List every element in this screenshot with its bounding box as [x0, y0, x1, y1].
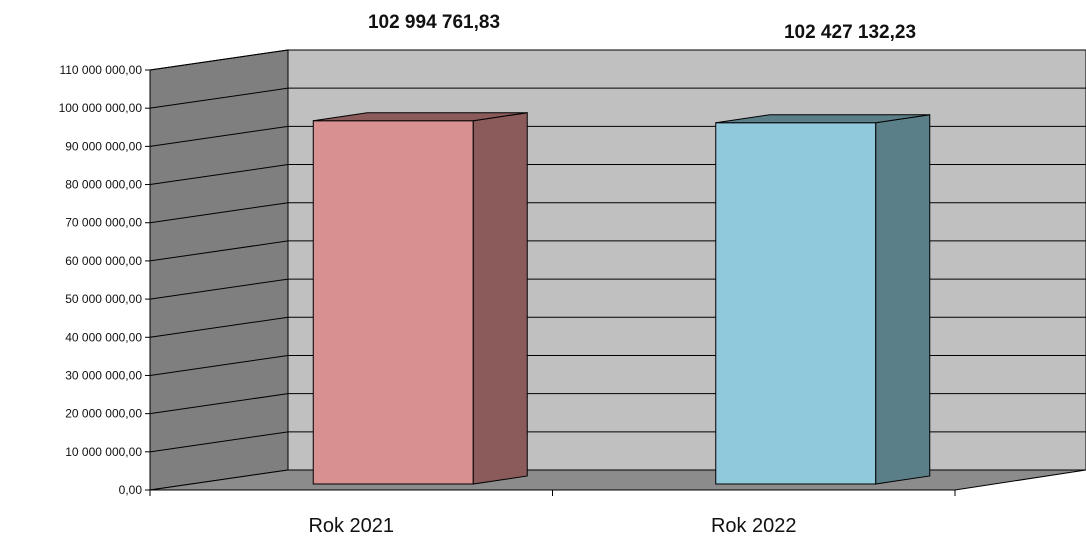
- side-wall: [149, 49, 289, 491]
- axes: 0,00 10 000 000,00 20 000 000,00 30 000 000…: [59, 63, 956, 497]
- bar-front: [312, 120, 474, 485]
- y-tick-label: 60 000 000,00: [65, 254, 142, 268]
- bar-side: [472, 112, 528, 485]
- gridline: [149, 87, 1086, 109]
- y-tick-label: 90 000 000,00: [65, 139, 142, 153]
- bar-top: [715, 114, 930, 124]
- x-category-label: Rok 2021: [308, 515, 394, 536]
- y-tick-label: 30 000 000,00: [65, 368, 142, 382]
- labels: Rok 2021 102 994 761,83 Rok 2022 102 427 13…: [308, 12, 916, 536]
- bar-data-label: 102 427 132,23: [784, 22, 916, 43]
- bar-front: [715, 122, 877, 485]
- bar-side: [875, 114, 931, 485]
- y-tick-label: 40 000 000,00: [65, 330, 142, 344]
- bar-top: [313, 112, 528, 122]
- y-tick-label: 100 000 000,00: [59, 101, 143, 115]
- y-tick-label: 70 000 000,00: [65, 216, 142, 230]
- bars: [312, 112, 931, 485]
- gridline: [149, 49, 1086, 71]
- y-tick-label: 110 000 000,00: [59, 63, 142, 77]
- y-tick-label: 20 000 000,00: [65, 407, 142, 421]
- floor: [149, 469, 1086, 491]
- y-tick-label: 80 000 000,00: [65, 178, 142, 192]
- y-tick-label: 0,00: [119, 483, 143, 497]
- x-category-label: Rok 2022: [711, 515, 797, 536]
- chart-walls: [149, 49, 1086, 491]
- bar-data-label: 102 994 761,83: [368, 12, 500, 33]
- y-tick-label: 10 000 000,00: [65, 445, 142, 459]
- y-tick-label: 50 000 000,00: [65, 292, 142, 306]
